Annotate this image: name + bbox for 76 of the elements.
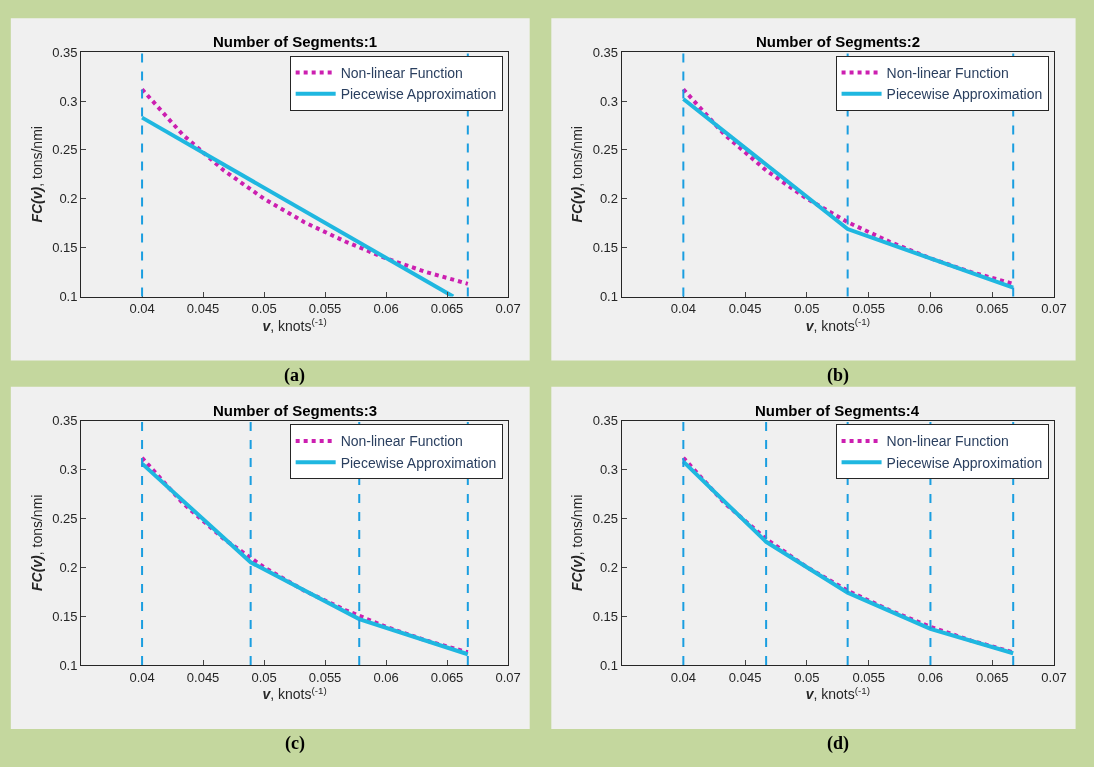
x-tick-label: 0.04: [129, 301, 155, 317]
y-tick-label: 0.3: [59, 93, 78, 109]
legend-label: Piecewise Approximation: [886, 454, 1043, 471]
y-tick-label: 0.2: [599, 191, 618, 207]
x-tick-label: 0.05: [794, 669, 820, 685]
y-tick-label: 0.1: [599, 657, 618, 673]
x-tick-label: 0.055: [852, 669, 885, 685]
x-axis-title: v, knots$^{(-1)}$: [262, 316, 327, 334]
y-tick-label: 0.3: [599, 462, 618, 478]
x-tick-label: 0.07: [1041, 301, 1067, 317]
x-tick-label: 0.055: [308, 301, 342, 317]
text: (c): [285, 733, 305, 754]
x-tick-label: 0.045: [728, 301, 762, 317]
y-tick-label: 0.35: [592, 413, 618, 429]
x-tick-label: 0.07: [1041, 669, 1067, 685]
x-tick-label: 0.04: [129, 669, 155, 685]
x-axis-title: v, knots$^{(-1)}$: [262, 684, 327, 703]
y-tick-label: 0.1: [59, 657, 78, 673]
x-tick-label: 0.065: [430, 669, 464, 685]
legend-label: Non-linear Function: [340, 433, 463, 450]
y-tick-label: 0.1: [59, 289, 78, 305]
y-axis-title: FC(v), tons/nmi: [28, 494, 45, 592]
x-tick-label: 0.05: [794, 301, 820, 317]
x-tick-label: 0.05: [251, 669, 277, 685]
x-tick-label: 0.04: [670, 669, 696, 685]
y-tick-label: 0.15: [592, 608, 618, 624]
x-tick-label: 0.06: [917, 669, 944, 685]
x-tick-label: 0.065: [975, 301, 1009, 317]
y-tick-label: 0.35: [592, 44, 618, 60]
x-axis-title: v, knots$^{(-1)}$: [805, 684, 870, 703]
y-tick-label: 0.25: [52, 142, 78, 158]
legend-label: Non-linear Function: [886, 433, 1009, 450]
text: (d): [827, 733, 849, 754]
x-tick-label: 0.055: [852, 301, 885, 317]
y-tick-label: 0.15: [52, 240, 78, 256]
text: (a): [284, 365, 305, 386]
chart-title: Number of Segments:2: [756, 33, 921, 50]
text: (b): [827, 365, 849, 386]
legend-label: Piecewise Approximation: [340, 454, 497, 471]
x-tick-label: 0.07: [495, 669, 521, 685]
x-tick-label: 0.045: [186, 669, 220, 685]
x-tick-label: 0.045: [728, 669, 762, 685]
legend-label: Non-linear Function: [340, 64, 463, 81]
y-tick-label: 0.2: [59, 191, 78, 207]
x-tick-label: 0.055: [308, 669, 342, 685]
x-tick-label: 0.06: [917, 301, 944, 317]
legend-label: Piecewise Approximation: [886, 86, 1043, 103]
y-axis-title: FC(v), tons/nmi: [569, 494, 586, 592]
x-tick-label: 0.04: [670, 301, 696, 317]
y-axis-title: FC(v), tons/nmi: [28, 126, 45, 223]
y-tick-label: 0.15: [592, 240, 618, 256]
x-tick-label: 0.065: [430, 301, 464, 317]
y-tick-label: 0.15: [52, 608, 78, 624]
x-tick-label: 0.065: [975, 669, 1009, 685]
legend-label: Piecewise Approximation: [340, 86, 497, 103]
x-axis-title: v, knots$^{(-1)}$: [805, 316, 870, 334]
y-tick-label: 0.35: [52, 413, 78, 429]
y-tick-label: 0.25: [592, 142, 618, 158]
y-tick-label: 0.1: [599, 289, 618, 305]
y-axis-title: FC(v), tons/nmi: [569, 126, 586, 223]
legend-label: Non-linear Function: [886, 64, 1009, 81]
y-tick-label: 0.25: [52, 510, 78, 526]
y-tick-label: 0.25: [592, 510, 618, 526]
y-tick-label: 0.3: [599, 93, 618, 109]
x-tick-label: 0.07: [495, 301, 521, 317]
y-tick-label: 0.35: [52, 44, 78, 60]
chart-title: Number of Segments:1: [213, 33, 378, 50]
x-tick-label: 0.045: [186, 301, 220, 317]
x-tick-label: 0.06: [373, 301, 399, 317]
chart-title: Number of Segments:4: [755, 402, 920, 419]
y-tick-label: 0.3: [59, 462, 78, 478]
x-tick-label: 0.05: [251, 301, 277, 317]
x-tick-label: 0.06: [373, 669, 399, 685]
y-tick-label: 0.2: [59, 559, 78, 575]
y-tick-label: 0.2: [599, 559, 618, 575]
chart-title: Number of Segments:3: [213, 402, 378, 419]
